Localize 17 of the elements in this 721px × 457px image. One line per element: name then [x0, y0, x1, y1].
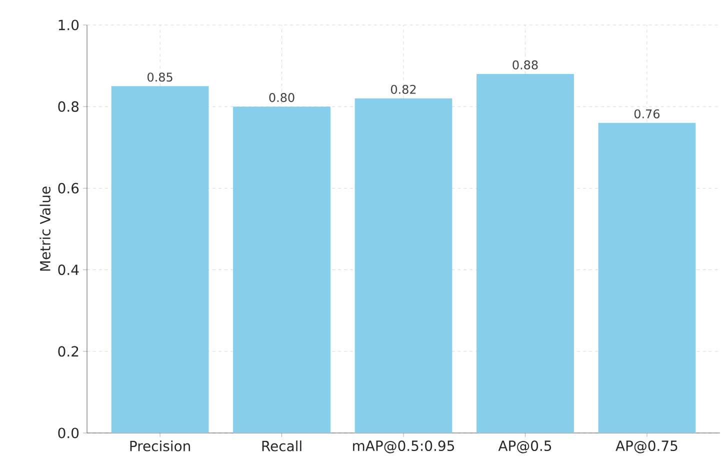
data-label: 0.82	[390, 84, 416, 94]
y-tick-label: 0.6	[58, 182, 79, 194]
x-tick-label: Recall	[262, 440, 302, 452]
y-tick-label: 0.0	[58, 428, 79, 438]
y-tick-label: 0.4	[58, 264, 79, 276]
y-tick-label: 0.8	[58, 101, 79, 112]
y-tick-label: 0.2	[58, 346, 78, 357]
x-tick-label: AP@0.5	[498, 440, 552, 454]
x-tick-label: Precision	[130, 440, 190, 452]
data-label: 0.76	[634, 109, 660, 118]
y-axis-title: Metric Value	[40, 186, 50, 271]
data-label: 0.80	[269, 93, 294, 102]
data-label: 0.85	[148, 72, 172, 82]
data-label: 0.88	[512, 60, 538, 70]
x-tick-label: AP@0.75	[616, 440, 678, 454]
x-tick-label: mAP@0.5:0.95	[353, 440, 454, 454]
y-tick-label: 1.0	[58, 20, 79, 30]
